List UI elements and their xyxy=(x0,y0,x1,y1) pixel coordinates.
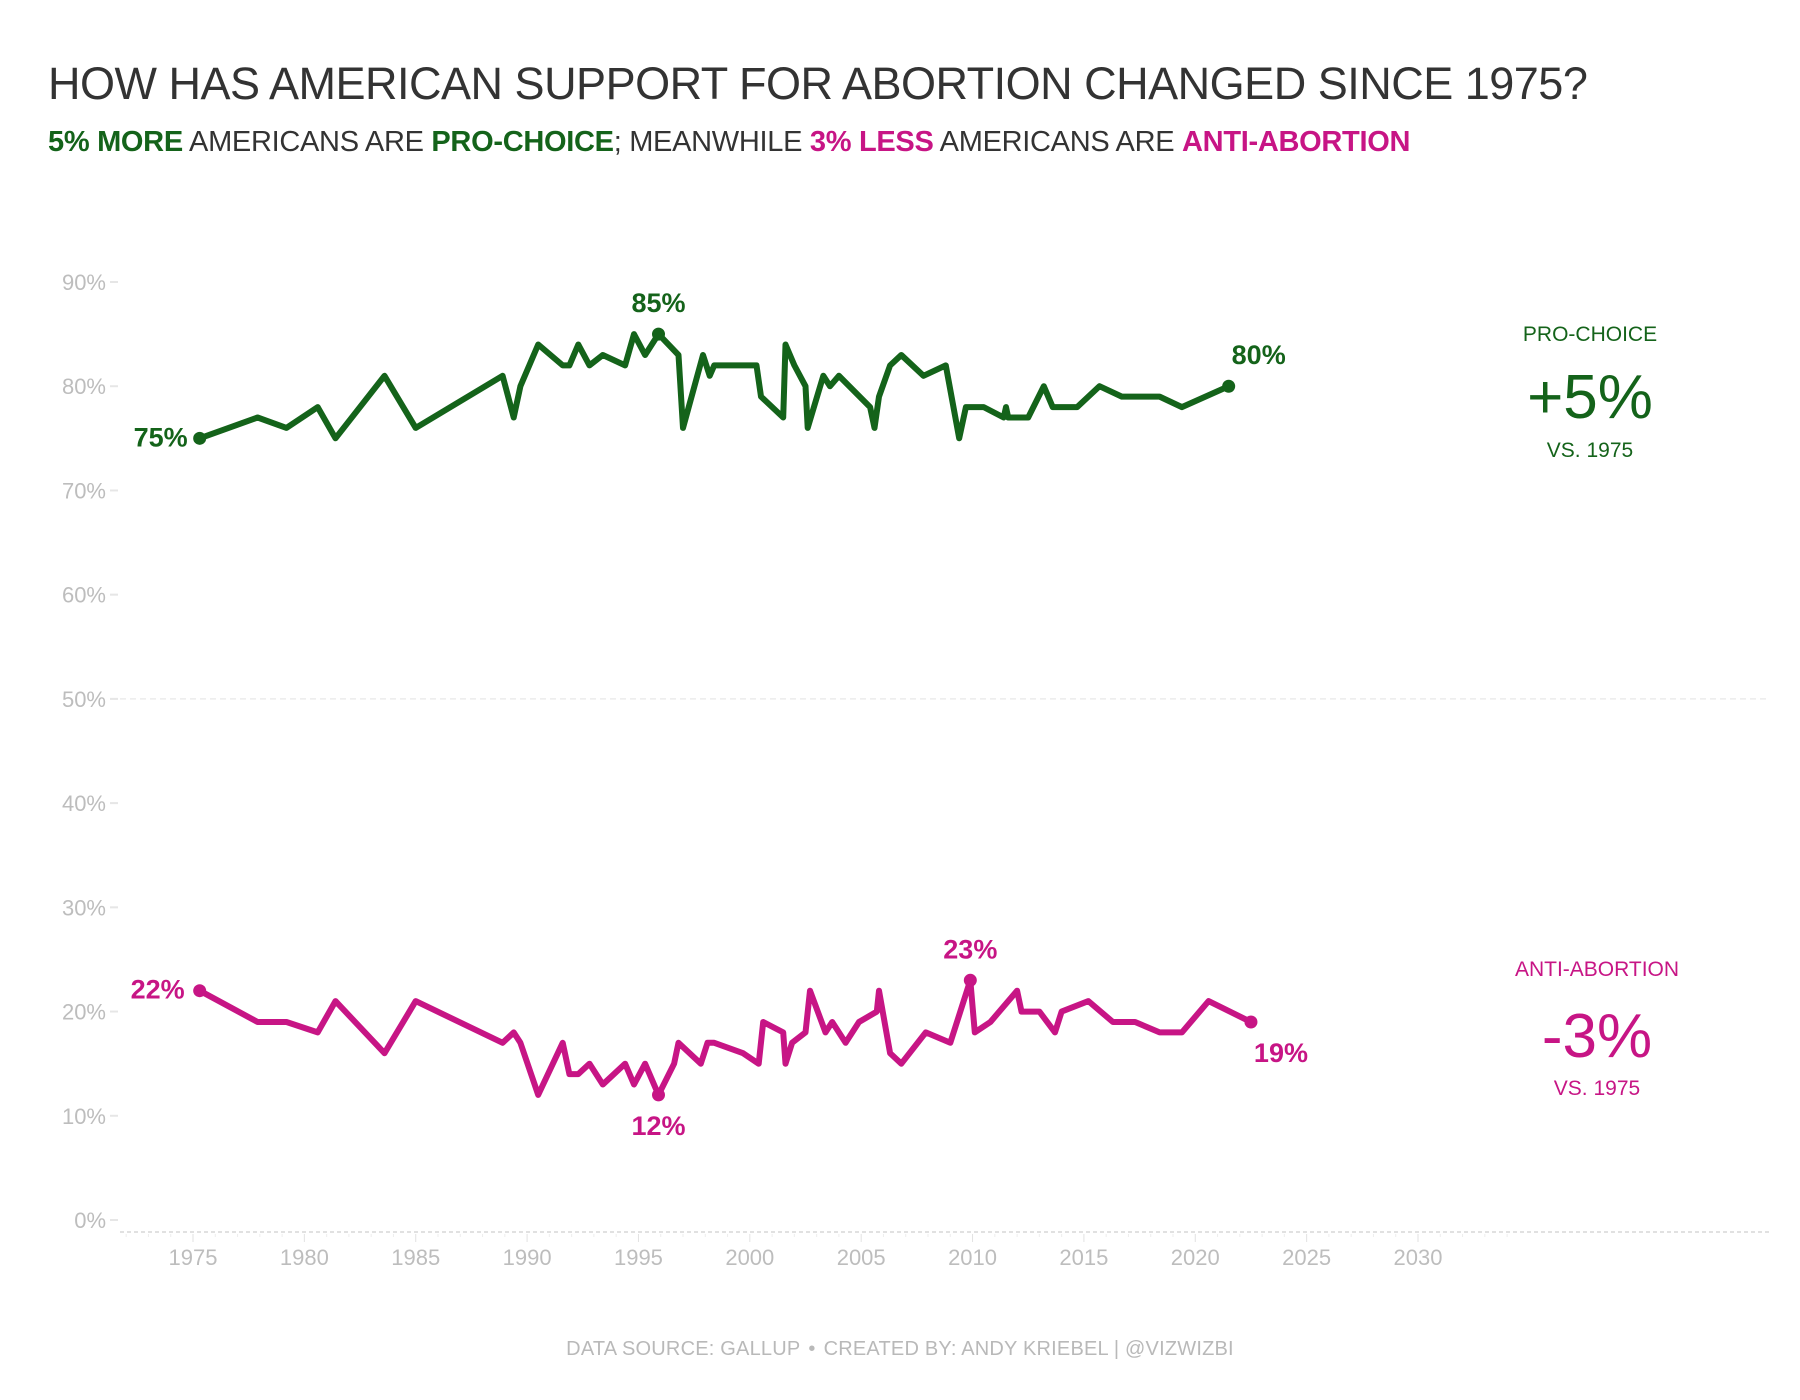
y-tick-label: 30% xyxy=(62,895,106,920)
x-tick-label: 2000 xyxy=(725,1245,774,1270)
subtitle-text-1: AMERICANS ARE xyxy=(182,126,432,158)
y-tick-label: 40% xyxy=(62,791,106,816)
x-tick-label: 2020 xyxy=(1171,1245,1220,1270)
highlight-point-marker xyxy=(193,431,207,445)
data-labels-layer: 75% 85% 80% 22% 12% 23% 19% xyxy=(131,288,1308,1141)
data-label: 19% xyxy=(1254,1038,1308,1068)
data-label: 80% xyxy=(1232,340,1286,370)
chart-title: HOW HAS AMERICAN SUPPORT FOR ABORTION CH… xyxy=(48,58,1588,109)
x-tick-label: 2025 xyxy=(1282,1245,1331,1270)
footer-separator: • xyxy=(808,1338,816,1360)
highlight-point-marker xyxy=(1222,379,1236,393)
summary-series-label: ANTI-ABORTION xyxy=(1515,958,1679,981)
chart-subtitle: 5% MORE AMERICANS ARE PRO-CHOICE; MEANWH… xyxy=(48,126,1410,159)
series-line-pro-choice xyxy=(196,331,1232,442)
x-tick-label: 2030 xyxy=(1394,1245,1443,1270)
y-tick-label: 10% xyxy=(62,1104,106,1129)
summary-change-value: +5% xyxy=(1527,363,1653,432)
y-tick-label: 20% xyxy=(62,1000,106,1025)
y-tick-label: 0% xyxy=(74,1208,106,1233)
data-label: 75% xyxy=(134,422,188,452)
summary-layer: PRO-CHOICE +5% VS. 1975 ANTI-ABORTION -3% VS.… xyxy=(1515,323,1679,1100)
summary-note: VS. 1975 xyxy=(1547,439,1633,462)
summary-change-value: -3% xyxy=(1542,1002,1652,1071)
subtitle-less-highlight: 3% LESS xyxy=(809,126,934,158)
x-tick-label: 2005 xyxy=(837,1245,886,1270)
highlight-point-marker xyxy=(1244,1015,1258,1029)
subtitle-text-2: ; MEANWHILE xyxy=(613,126,810,158)
y-tick-label: 90% xyxy=(62,270,106,295)
y-tick-label: 50% xyxy=(62,687,106,712)
x-tick-label: 1985 xyxy=(391,1245,440,1270)
subtitle-more-highlight: 5% MORE xyxy=(48,126,183,158)
data-label: 85% xyxy=(631,288,685,318)
highlight-point-marker xyxy=(963,973,977,987)
subtitle-prochoice-highlight: PRO-CHOICE xyxy=(431,126,614,158)
data-label: 23% xyxy=(943,934,997,964)
x-tick-label: 1980 xyxy=(280,1245,329,1270)
summary-note: VS. 1975 xyxy=(1554,1077,1640,1100)
y-tick-label: 80% xyxy=(62,374,106,399)
highlight-point-marker xyxy=(193,984,207,998)
y-axis: 0% 10% 20% 30% 40% 50% 60% 70% 80% 90% xyxy=(62,270,1770,1233)
footer-credits: DATA SOURCE: GALLUP • CREATED BY: ANDY KRI… xyxy=(0,1338,1800,1361)
subtitle-antiabortion-highlight: ANTI-ABORTION xyxy=(1182,126,1411,158)
x-tick-label: 1975 xyxy=(169,1245,218,1270)
x-tick-label: 1990 xyxy=(503,1245,552,1270)
y-tick-label: 60% xyxy=(62,583,106,608)
highlight-point-marker xyxy=(652,327,665,341)
y-tick-label: 70% xyxy=(62,478,106,503)
highlight-point-marker xyxy=(652,1088,665,1102)
x-tick-label: 2010 xyxy=(948,1245,997,1270)
summary-series-label: PRO-CHOICE xyxy=(1523,323,1657,346)
footer-source: DATA SOURCE: GALLUP xyxy=(566,1338,801,1360)
x-tick-label: 1995 xyxy=(614,1245,663,1270)
x-tick-label: 2015 xyxy=(1059,1245,1108,1270)
data-label: 12% xyxy=(631,1111,685,1141)
x-axis: 1975 1980 1985 1990 1995 2000 2005 2010 2015 2020… xyxy=(120,1231,1770,1270)
data-label: 22% xyxy=(131,975,185,1005)
series-layer xyxy=(196,331,1254,1098)
series-line-anti-abortion xyxy=(196,977,1254,1098)
subtitle-text-3: AMERICANS ARE xyxy=(933,126,1183,158)
footer-credit: CREATED BY: ANDY KRIEBEL | @VIZWIZBI xyxy=(823,1338,1234,1360)
